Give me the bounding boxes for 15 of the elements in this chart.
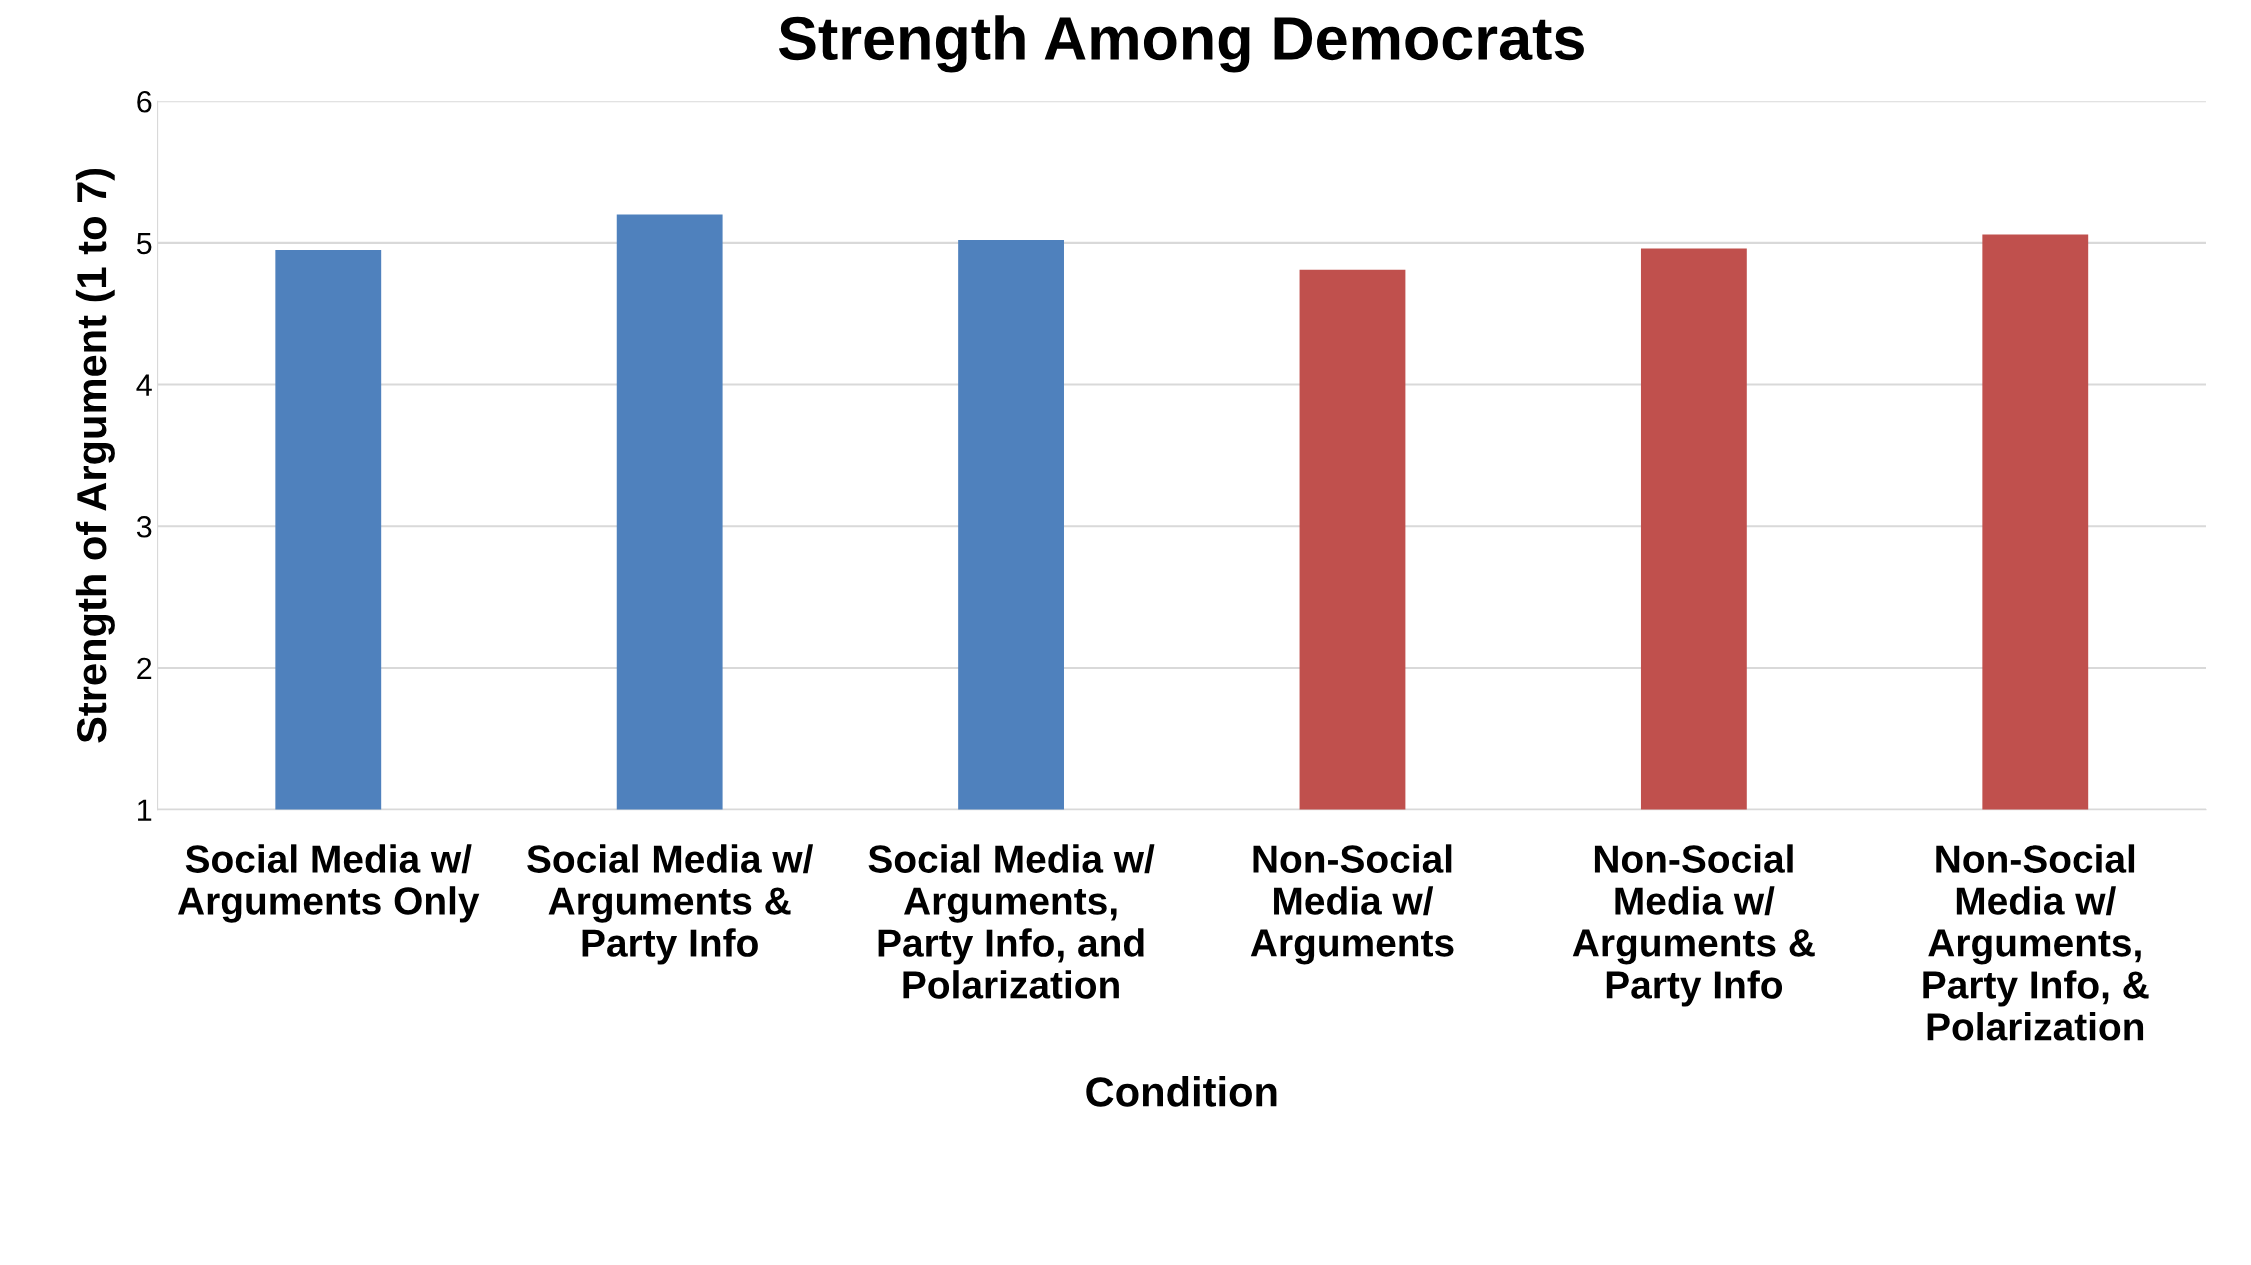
x-tick-label: Non-Social Media w/ Arguments & Party Info xyxy=(1572,844,1815,1007)
chart-title: Strength Among Democrats xyxy=(778,15,1584,73)
x-tick-label: Social Media w/ Arguments, Party Info, and Polarization xyxy=(868,844,1155,999)
x-tick-label: Social Media w/ Arguments & Party Info xyxy=(527,844,814,965)
y-tick-label: 2 xyxy=(137,657,152,679)
x-tick-label: Social Media w/ Arguments Only xyxy=(177,844,480,923)
y-tick-label: 6 xyxy=(137,90,152,113)
x-tick-label: Non-Social Media w/ Arguments xyxy=(1250,844,1454,965)
y-tick-label: 4 xyxy=(136,374,152,396)
y-tick-label: 1 xyxy=(138,799,152,821)
y-axis-title: Strength of Argument (1 to 7) xyxy=(75,168,115,743)
x-axis-title: Condition xyxy=(1086,1076,1277,1107)
y-tick-label: 3 xyxy=(136,515,152,538)
y-tick-label: 5 xyxy=(136,232,152,255)
x-tick-label: Non-Social Media w/ Arguments, Party Info, & Polarization xyxy=(1923,844,2149,1041)
